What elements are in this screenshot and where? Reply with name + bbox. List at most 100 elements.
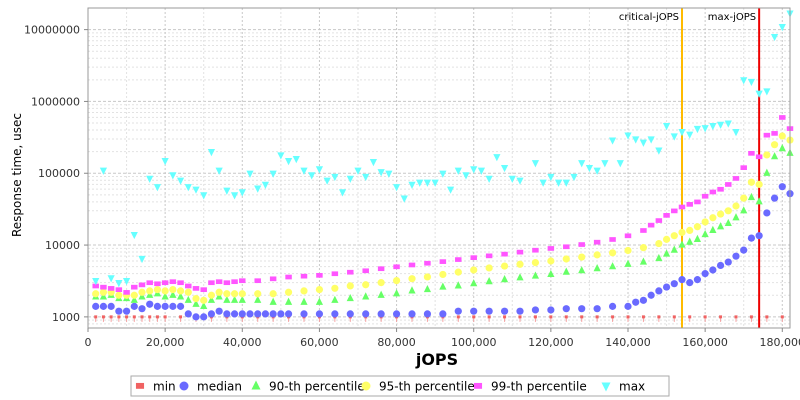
x-tick-label: 0 [85, 336, 92, 349]
legend-swatch [135, 382, 145, 389]
data-point [161, 302, 169, 310]
data-point [146, 287, 154, 295]
data-point [547, 306, 555, 314]
data-point [701, 193, 709, 199]
legend-box [130, 375, 670, 397]
data-point [338, 189, 347, 197]
legend-label: 95-th percentile [379, 380, 475, 394]
data-point [755, 90, 763, 98]
data-point [154, 281, 161, 287]
data-point [748, 150, 755, 156]
data-point-min [487, 315, 491, 319]
data-point [639, 139, 648, 147]
data-point [477, 167, 486, 175]
data-point [354, 167, 362, 175]
data-point [539, 179, 547, 187]
data-point [269, 297, 277, 305]
marker-label-0: critical-jOPS [619, 12, 679, 23]
data-point [578, 160, 586, 168]
legend-label: min [153, 380, 176, 394]
data-point [779, 115, 786, 120]
data-point [254, 310, 262, 318]
data-point [470, 166, 478, 174]
data-point [176, 177, 185, 185]
data-point [608, 302, 617, 310]
series-median [92, 183, 794, 321]
data-point [578, 242, 585, 247]
data-series [92, 10, 794, 322]
data-point [671, 208, 678, 214]
data-point [724, 120, 732, 128]
data-point [284, 288, 293, 296]
data-point [92, 277, 100, 286]
data-point [215, 167, 223, 175]
data-point [624, 302, 632, 310]
data-point-min [125, 315, 129, 319]
data-point [315, 310, 324, 318]
data-point [439, 310, 447, 318]
x-tick-label: 60,000 [300, 336, 339, 349]
data-point [254, 290, 262, 298]
data-point [207, 295, 216, 303]
data-point [624, 132, 632, 140]
data-point [532, 247, 539, 253]
data-point-min [472, 315, 476, 319]
data-point [732, 252, 740, 260]
data-point [662, 123, 671, 131]
data-point [454, 307, 462, 315]
x-axis-title: jOPS [415, 350, 458, 369]
data-point [717, 186, 724, 192]
data-point [470, 279, 478, 287]
data-point [92, 283, 99, 289]
data-point [608, 262, 617, 270]
data-point [724, 207, 732, 215]
data-point-min [765, 315, 769, 319]
data-point [138, 255, 146, 264]
data-point [454, 167, 462, 175]
data-point [470, 266, 478, 274]
data-point [547, 246, 555, 251]
data-point [392, 310, 401, 318]
data-point [192, 186, 200, 194]
data-point [292, 155, 300, 164]
data-point [230, 290, 239, 298]
data-point-min [611, 315, 615, 319]
data-point [207, 310, 216, 318]
data-point [169, 279, 177, 285]
data-point [254, 295, 262, 303]
data-point-min [533, 315, 537, 319]
data-point [115, 307, 123, 315]
data-point [670, 280, 678, 288]
data-point-min [518, 315, 522, 319]
data-point [763, 88, 771, 96]
data-point [215, 307, 223, 315]
data-point [632, 136, 640, 144]
data-point [516, 177, 524, 185]
data-point [755, 197, 763, 205]
data-point [138, 305, 146, 313]
data-point [740, 77, 748, 85]
x-tick-label: 140,000 [605, 336, 651, 349]
data-point [130, 231, 138, 240]
data-point [747, 192, 756, 201]
data-point [755, 154, 763, 160]
legend-label: 99-th percentile [491, 380, 587, 394]
data-point [377, 279, 385, 287]
data-point [431, 179, 439, 187]
y-tick-label: 10000 [45, 239, 80, 252]
data-point [392, 276, 401, 285]
data-point [632, 298, 640, 306]
data-point [423, 310, 432, 318]
data-point [655, 253, 663, 262]
y-tick-label: 1000000 [31, 95, 80, 108]
legend-swatch [361, 381, 371, 391]
data-point [446, 186, 455, 194]
data-point [347, 269, 354, 275]
data-point [763, 168, 771, 176]
data-point-min [101, 315, 105, 319]
data-point [277, 152, 285, 160]
data-point [763, 209, 771, 217]
data-point-min [155, 315, 159, 319]
data-point [778, 183, 786, 191]
